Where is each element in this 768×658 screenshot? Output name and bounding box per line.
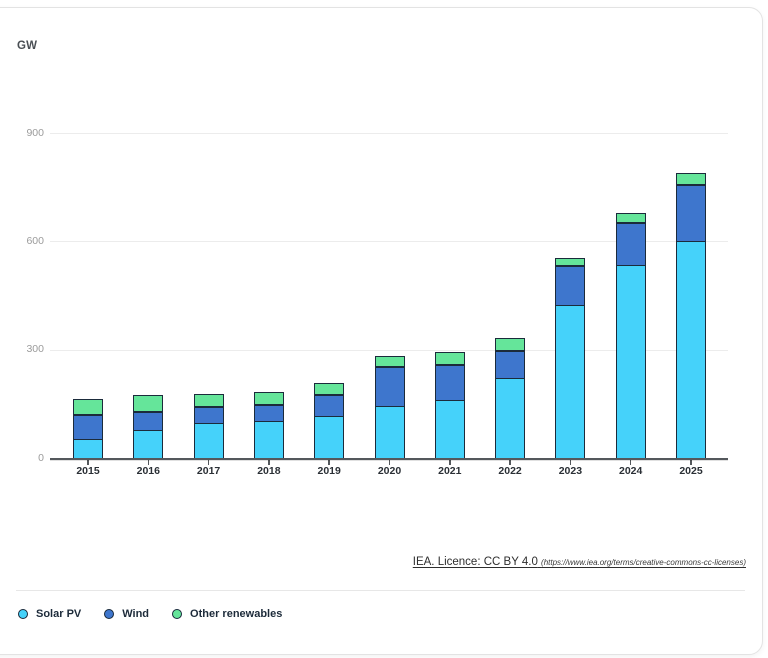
x-axis-label: 2022 <box>498 465 522 477</box>
bar-segment-wind[interactable] <box>374 367 405 407</box>
x-axis-label: 2020 <box>377 465 402 477</box>
x-axis-line <box>50 458 728 460</box>
bar-segment-other-renewables[interactable] <box>253 392 284 405</box>
bar-group <box>374 133 405 459</box>
bar-group <box>314 133 345 459</box>
bar-group <box>434 133 465 459</box>
bar-segment-other-renewables[interactable] <box>676 173 706 185</box>
bar-segment-solar-pv[interactable] <box>133 430 164 459</box>
x-tick-mark <box>207 460 210 465</box>
bar-segment-solar-pv[interactable] <box>253 421 284 459</box>
x-axis-label: 2019 <box>317 465 341 477</box>
bar-segment-solar-pv[interactable] <box>555 305 586 459</box>
bar-segment-wind[interactable] <box>193 407 224 424</box>
bar-segment-other-renewables[interactable] <box>555 258 586 266</box>
bar-segment-wind[interactable] <box>555 266 586 306</box>
bar-segment-wind[interactable] <box>133 412 164 431</box>
bar-segment-other-renewables[interactable] <box>314 383 345 395</box>
licence-text: IEA. Licence: CC BY 4.0 <box>412 556 538 568</box>
bar-segment-solar-pv[interactable] <box>615 265 646 459</box>
bar-segment-wind[interactable] <box>676 185 706 242</box>
legend-item-label: Wind <box>122 608 150 620</box>
x-axis-label: 2024 <box>619 465 643 477</box>
divider <box>16 590 745 591</box>
y-axis-label: 300 <box>26 343 44 355</box>
y-axis-label: 600 <box>26 235 44 247</box>
x-axis-label: 2015 <box>76 465 100 477</box>
licence-link[interactable]: IEA. Licence: CC BY 4.0 (https://www.iea… <box>413 556 746 568</box>
x-axis-label: 2016 <box>136 465 160 477</box>
bar-segment-other-renewables[interactable] <box>495 338 526 351</box>
gridline <box>50 133 728 134</box>
bar-segment-wind[interactable] <box>314 395 345 417</box>
bar-segment-wind[interactable] <box>495 351 526 379</box>
legend-item-wind[interactable]: Wind <box>104 607 149 621</box>
bar-segment-other-renewables[interactable] <box>615 213 646 223</box>
legend-swatch-icon <box>172 609 183 619</box>
x-tick-mark <box>328 460 330 465</box>
x-axis-label: 2025 <box>679 465 703 477</box>
bar-group <box>193 133 224 459</box>
legend-swatch-icon <box>18 609 28 619</box>
bar-segment-wind[interactable] <box>73 415 103 440</box>
x-tick-mark <box>388 460 391 465</box>
bar-segment-solar-pv[interactable] <box>434 400 465 459</box>
bar-segment-solar-pv[interactable] <box>193 423 224 459</box>
bar-segment-wind[interactable] <box>615 223 646 266</box>
legend-item-label: Other renewables <box>190 608 283 620</box>
bar-group <box>615 133 646 459</box>
y-axis-label: 900 <box>26 127 44 139</box>
licence-url-text: (https://www.iea.org/terms/creative-comm… <box>541 558 746 567</box>
x-axis-label: 2017 <box>196 465 221 477</box>
x-axis-label: 2021 <box>438 465 462 477</box>
x-tick-mark <box>268 460 270 465</box>
x-tick-mark <box>690 460 692 465</box>
bar-segment-wind[interactable] <box>434 365 465 401</box>
gridline <box>50 350 728 351</box>
bar-group <box>133 133 164 459</box>
x-axis-label: 2023 <box>558 465 583 477</box>
y-axis-label: 0 <box>38 452 44 464</box>
x-tick-mark <box>449 460 451 465</box>
x-tick-mark <box>147 460 150 465</box>
x-tick-mark <box>509 460 511 465</box>
bar-segment-other-renewables[interactable] <box>374 356 405 367</box>
bar-segment-other-renewables[interactable] <box>193 394 224 407</box>
legend-swatch-icon <box>104 609 115 619</box>
bar-group <box>73 133 103 459</box>
gridline <box>50 241 728 242</box>
x-tick-mark <box>569 460 572 465</box>
bar-segment-solar-pv[interactable] <box>374 406 405 459</box>
bar-segment-solar-pv[interactable] <box>676 241 706 459</box>
bar-group <box>495 133 526 459</box>
bar-segment-wind[interactable] <box>253 405 284 422</box>
bar-group <box>555 133 586 459</box>
bar-segment-other-renewables[interactable] <box>434 352 465 365</box>
bar-segment-solar-pv[interactable] <box>73 439 103 459</box>
bar-group <box>253 133 284 459</box>
bar-segment-other-renewables[interactable] <box>73 399 103 415</box>
bar-segment-other-renewables[interactable] <box>133 395 164 412</box>
legend-item-solar-pv[interactable]: Solar PV <box>18 607 81 621</box>
x-tick-mark <box>87 460 89 465</box>
x-axis-label: 2018 <box>257 465 281 477</box>
bar-segment-solar-pv[interactable] <box>314 416 345 459</box>
unit-label: GW <box>17 40 38 52</box>
legend: Solar PV Wind Other renewables <box>18 607 282 621</box>
legend-item-label: Solar PV <box>36 608 82 620</box>
bar-group <box>676 133 706 459</box>
x-tick-mark <box>629 460 632 465</box>
bar-segment-solar-pv[interactable] <box>495 378 526 459</box>
legend-item-other-renewables[interactable]: Other renewables <box>172 607 282 621</box>
